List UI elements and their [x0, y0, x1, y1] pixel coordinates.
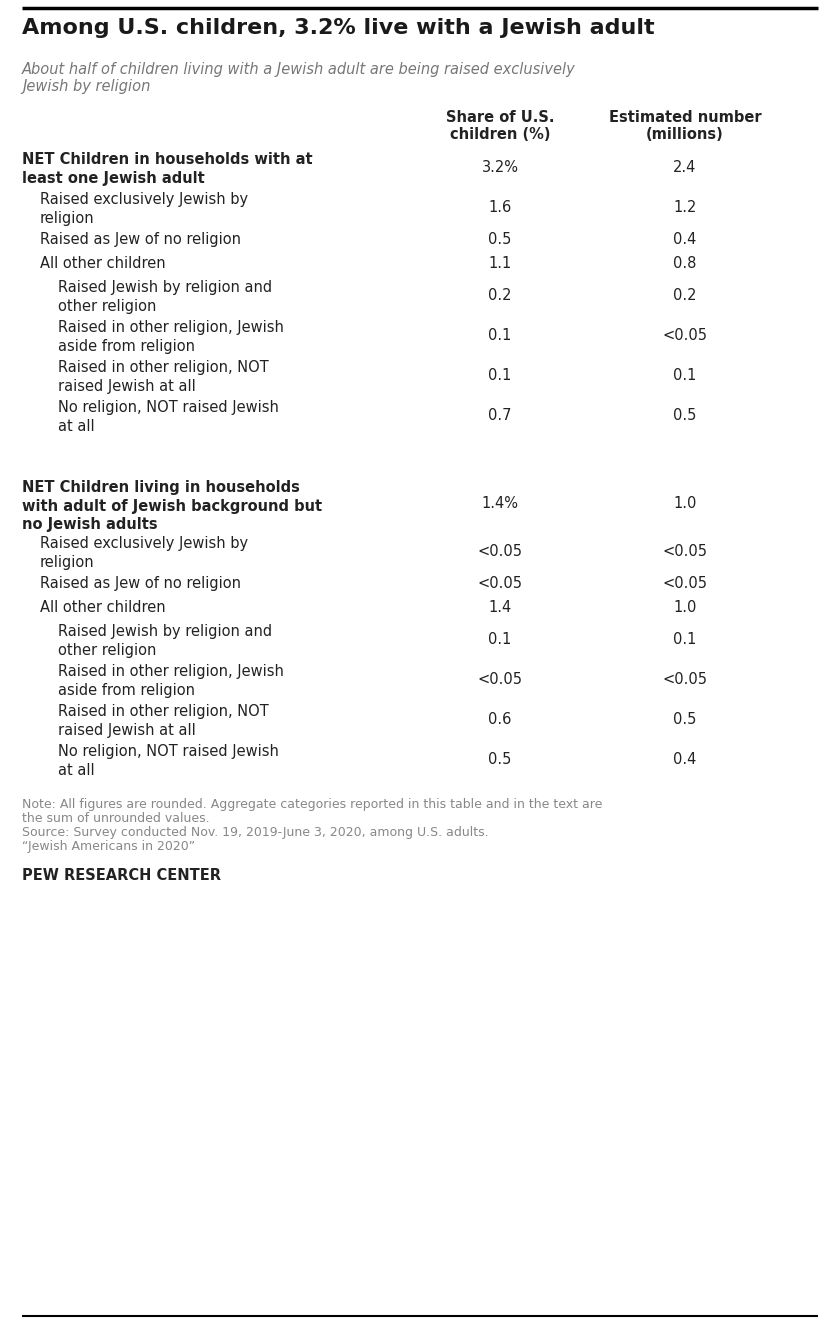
- Text: No religion, NOT raised Jewish
at all: No religion, NOT raised Jewish at all: [58, 400, 279, 434]
- Text: children (%): children (%): [450, 127, 551, 142]
- Text: 1.1: 1.1: [489, 256, 512, 272]
- Text: All other children: All other children: [40, 599, 166, 615]
- Text: 0.2: 0.2: [673, 289, 696, 304]
- Text: <0.05: <0.05: [663, 545, 707, 560]
- Text: 0.1: 0.1: [673, 633, 696, 647]
- Text: 1.0: 1.0: [673, 496, 696, 512]
- Text: the sum of unrounded values.: the sum of unrounded values.: [22, 812, 210, 825]
- Text: <0.05: <0.05: [478, 577, 523, 591]
- Text: (millions): (millions): [646, 127, 724, 142]
- Text: 0.6: 0.6: [489, 712, 512, 728]
- Text: Source: Survey conducted Nov. 19, 2019-June 3, 2020, among U.S. adults.: Source: Survey conducted Nov. 19, 2019-J…: [22, 826, 489, 839]
- Text: <0.05: <0.05: [663, 577, 707, 591]
- Text: Raised as Jew of no religion: Raised as Jew of no religion: [40, 575, 241, 591]
- Text: <0.05: <0.05: [663, 329, 707, 343]
- Text: Raised in other religion, NOT
raised Jewish at all: Raised in other religion, NOT raised Jew…: [58, 359, 269, 394]
- Text: Raised as Jew of no religion: Raised as Jew of no religion: [40, 232, 241, 247]
- Text: 0.1: 0.1: [489, 329, 512, 343]
- Text: Raised Jewish by religion and
other religion: Raised Jewish by religion and other reli…: [58, 625, 272, 658]
- Text: Raised in other religion, Jewish
aside from religion: Raised in other religion, Jewish aside f…: [58, 320, 284, 354]
- Text: Raised exclusively Jewish by
religion: Raised exclusively Jewish by religion: [40, 192, 248, 225]
- Text: “Jewish Americans in 2020”: “Jewish Americans in 2020”: [22, 839, 195, 853]
- Text: <0.05: <0.05: [478, 672, 523, 687]
- Text: 0.8: 0.8: [673, 256, 696, 272]
- Text: Among U.S. children, 3.2% live with a Jewish adult: Among U.S. children, 3.2% live with a Je…: [22, 19, 654, 38]
- Text: 0.5: 0.5: [489, 752, 512, 768]
- Text: 0.5: 0.5: [673, 712, 696, 728]
- Text: All other children: All other children: [40, 256, 166, 271]
- Text: Estimated number: Estimated number: [608, 110, 761, 125]
- Text: 1.4%: 1.4%: [482, 496, 519, 512]
- Text: 1.4: 1.4: [489, 601, 512, 615]
- Text: 0.5: 0.5: [673, 408, 696, 423]
- Text: 0.4: 0.4: [673, 232, 696, 248]
- Text: Raised Jewish by religion and
other religion: Raised Jewish by religion and other reli…: [58, 280, 272, 314]
- Text: 0.1: 0.1: [489, 369, 512, 383]
- Text: No religion, NOT raised Jewish
at all: No religion, NOT raised Jewish at all: [58, 744, 279, 777]
- Text: 0.5: 0.5: [489, 232, 512, 248]
- Text: Raised exclusively Jewish by
religion: Raised exclusively Jewish by religion: [40, 536, 248, 570]
- Text: <0.05: <0.05: [663, 672, 707, 687]
- Text: 1.0: 1.0: [673, 601, 696, 615]
- Text: Raised in other religion, Jewish
aside from religion: Raised in other religion, Jewish aside f…: [58, 664, 284, 697]
- Text: <0.05: <0.05: [478, 545, 523, 560]
- Text: 0.1: 0.1: [673, 369, 696, 383]
- Text: 0.2: 0.2: [489, 289, 512, 304]
- Text: 1.2: 1.2: [673, 200, 696, 216]
- Text: 1.6: 1.6: [489, 200, 512, 216]
- Text: About half of children living with a Jewish adult are being raised exclusively
J: About half of children living with a Jew…: [22, 62, 576, 94]
- Text: Note: All figures are rounded. Aggregate categories reported in this table and i: Note: All figures are rounded. Aggregate…: [22, 798, 603, 812]
- Text: Share of U.S.: Share of U.S.: [446, 110, 554, 125]
- Text: 0.4: 0.4: [673, 752, 696, 768]
- Text: PEW RESEARCH CENTER: PEW RESEARCH CENTER: [22, 869, 221, 883]
- Text: 3.2%: 3.2%: [482, 160, 519, 175]
- Text: NET Children living in households
with adult of Jewish background but
no Jewish : NET Children living in households with a…: [22, 480, 322, 532]
- Text: NET Children in households with at
least one Jewish adult: NET Children in households with at least…: [22, 152, 313, 186]
- Text: Raised in other religion, NOT
raised Jewish at all: Raised in other religion, NOT raised Jew…: [58, 704, 269, 737]
- Text: 0.7: 0.7: [489, 408, 512, 423]
- Text: 2.4: 2.4: [673, 160, 696, 175]
- Text: 0.1: 0.1: [489, 633, 512, 647]
